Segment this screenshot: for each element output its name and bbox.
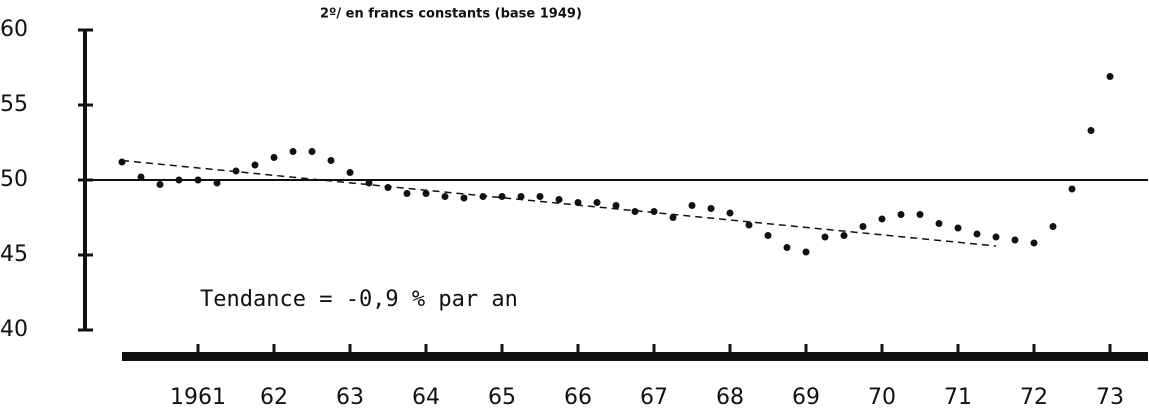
dot: [175, 176, 183, 184]
dot: [612, 202, 620, 209]
dot: [1030, 239, 1038, 247]
dot: [1011, 236, 1019, 244]
dot: [346, 169, 354, 176]
dot: [764, 232, 772, 239]
x-tick-label: 72: [1020, 385, 1048, 410]
dot: [1049, 223, 1057, 230]
dot: [821, 233, 829, 241]
dot: [935, 220, 943, 227]
x-tick-label: 71: [944, 385, 972, 410]
dot: [479, 193, 487, 200]
dot: [327, 157, 335, 164]
dot: [270, 154, 278, 161]
dot: [840, 232, 848, 239]
dot: [365, 179, 373, 187]
dot: [878, 215, 886, 223]
y-tick-label: 55: [0, 92, 28, 117]
annotation: Tendance = -0,9 % par an: [200, 287, 518, 312]
dot: [574, 199, 582, 206]
dot: [441, 193, 449, 200]
dot: [631, 208, 639, 215]
dot: [707, 205, 715, 212]
y-tick-label: 50: [0, 167, 28, 192]
dot: [593, 199, 601, 206]
dot: [669, 214, 677, 221]
dot: [213, 179, 221, 187]
dot: [783, 244, 791, 251]
dot: [650, 208, 658, 215]
dot: [232, 167, 240, 175]
dot: [422, 190, 430, 197]
dot: [536, 193, 544, 200]
dot: [118, 158, 126, 166]
dot: [954, 224, 962, 232]
dot: [555, 196, 563, 203]
dot: [403, 190, 411, 197]
y-tick-label: 60: [0, 17, 28, 42]
dot: [384, 184, 392, 191]
dot: [897, 211, 905, 218]
x-tick-label: 1961: [170, 385, 226, 410]
dot: [916, 211, 924, 218]
dot: [498, 193, 506, 200]
x-tick-label: 64: [412, 385, 440, 410]
dot: [1106, 73, 1114, 80]
dot: [194, 176, 202, 184]
x-tick-label: 73: [1096, 385, 1124, 410]
chart-subtitle: 2º/ en francs constants (base 1949): [320, 7, 582, 22]
dot: [973, 230, 981, 238]
dot: [137, 173, 145, 181]
x-tick-label: 70: [868, 385, 896, 410]
dot: [460, 194, 468, 202]
dot: [726, 209, 734, 217]
y-tick-label: 45: [0, 242, 28, 267]
x-tick-label: 69: [792, 385, 820, 410]
x-tick-label: 62: [260, 385, 288, 410]
dot: [1087, 127, 1095, 134]
dot: [1068, 185, 1076, 193]
dot: [308, 148, 316, 155]
y-tick-label: 40: [0, 317, 28, 342]
dot: [251, 161, 259, 169]
x-tick-label: 66: [564, 385, 592, 410]
dot: [859, 223, 867, 230]
x-tick-label: 63: [336, 385, 364, 410]
x-axis: [122, 352, 1148, 361]
dot: [156, 181, 164, 188]
dot: [745, 221, 753, 229]
dot: [992, 233, 1000, 241]
dot: [517, 193, 525, 200]
x-tick-label: 65: [488, 385, 516, 410]
dot: [688, 202, 696, 209]
x-tick-label: 68: [716, 385, 744, 410]
dot: [289, 148, 297, 155]
trend-line: [121, 159, 997, 247]
x-tick-label: 67: [640, 385, 668, 410]
dot: [802, 248, 810, 256]
